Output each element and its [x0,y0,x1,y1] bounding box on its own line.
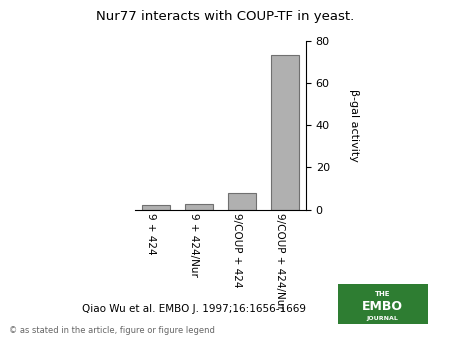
Bar [143,206,170,210]
Text: THE: THE [375,291,390,297]
Text: 9 + 424/Nur: 9 + 424/Nur [189,213,199,277]
Text: Nur77 interacts with COUP-TF in yeast.: Nur77 interacts with COUP-TF in yeast. [96,10,354,23]
Text: EMBO: EMBO [362,300,403,313]
Y-axis label: β-gal activity: β-gal activity [349,89,359,162]
Bar [185,204,213,210]
Text: 9/COUP + 424: 9/COUP + 424 [232,213,242,287]
Text: JOURNAL: JOURNAL [367,316,398,321]
Text: 9/COUP + 424/Nur: 9/COUP + 424/Nur [274,213,284,310]
Text: 9 + 424: 9 + 424 [146,213,157,255]
Bar [271,55,298,210]
Bar [228,193,256,210]
Text: © as stated in the article, figure or figure legend: © as stated in the article, figure or fi… [9,325,215,335]
Text: Qiao Wu et al. EMBO J. 1997;16:1656-1669: Qiao Wu et al. EMBO J. 1997;16:1656-1669 [81,304,306,314]
